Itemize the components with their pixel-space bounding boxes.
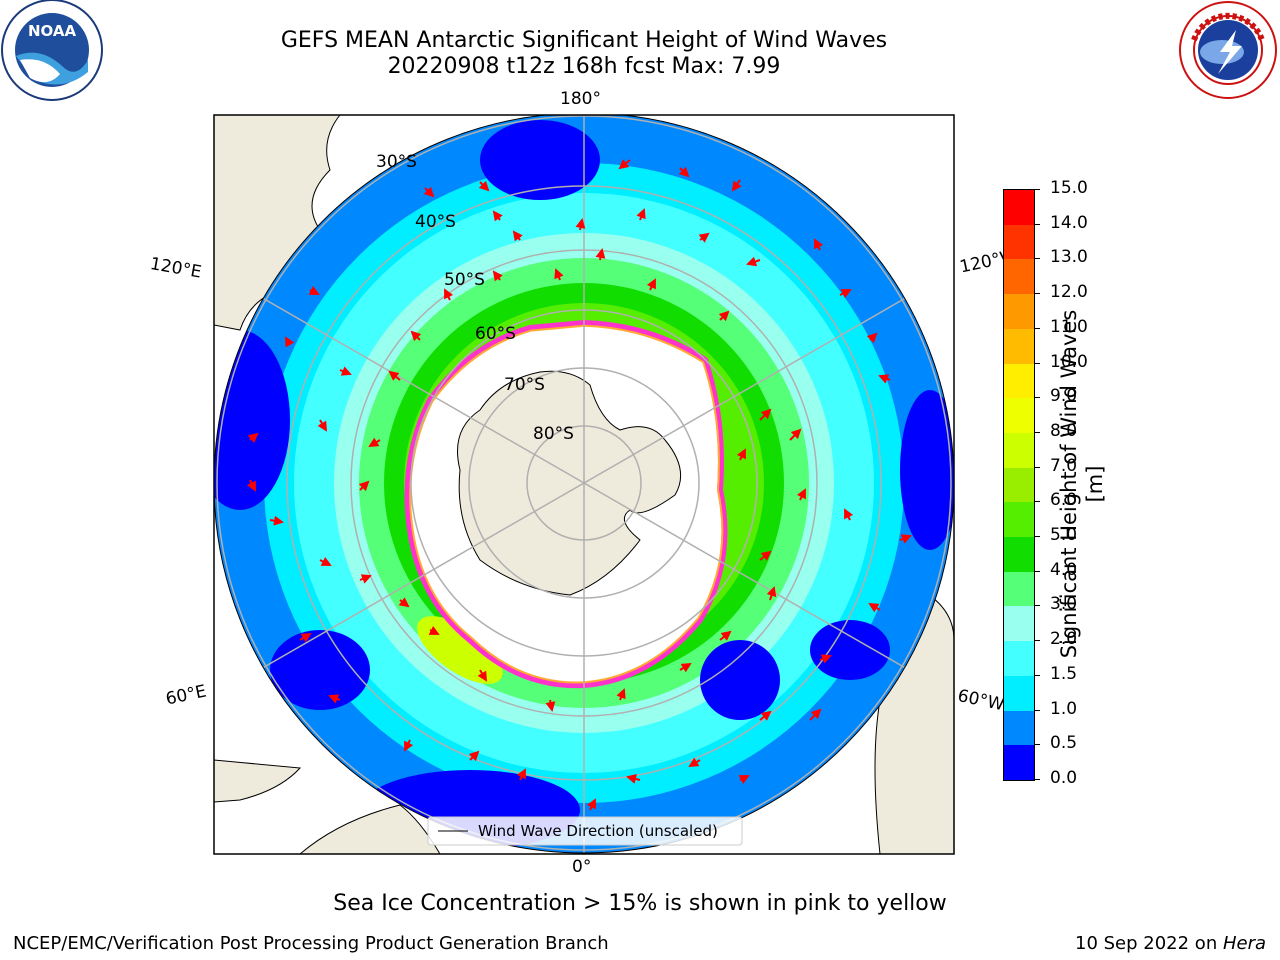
- lon-label-120e: 120°E: [148, 254, 203, 283]
- colorbar-tick-mark: [1034, 293, 1040, 294]
- lat-label-70s: 70°S: [504, 375, 545, 395]
- map-panel: [213, 114, 955, 855]
- colorbar-tick-label: 0.0: [1050, 768, 1078, 788]
- colorbar-segment: [1004, 224, 1034, 260]
- legend-label: Wind Wave Direction (unscaled): [478, 822, 718, 840]
- colorbar-tick-label: 9.0: [1050, 386, 1078, 406]
- machine-name: Hera: [1222, 933, 1266, 954]
- colorbar-tick-mark: [1034, 467, 1040, 468]
- lat-label-80s: 80°S: [533, 424, 574, 444]
- lat-label-50s: 50°S: [444, 270, 485, 290]
- colorbar-segment: [1004, 641, 1034, 676]
- colorbar-segment: [1004, 328, 1034, 364]
- colorbar-segment: [1004, 537, 1034, 572]
- colorbar-segment: [1004, 259, 1034, 295]
- lon-label-60w: 60°W: [955, 686, 1006, 716]
- colorbar-tick-mark: [1034, 189, 1040, 190]
- colorbar-tick-mark: [1034, 536, 1040, 537]
- date-text: 10 Sep 2022 on Hera: [1075, 933, 1266, 954]
- colorbar-segment: [1004, 710, 1034, 746]
- colorbar-ticks: 15.0 14.0 13.0 12.0 11.0 10.0 9.0 8.0 7.0 6.0 5.0 4…: [1034, 180, 1094, 787]
- colorbar-tick-mark: [1034, 363, 1040, 364]
- colorbar-tick-label: 4.0: [1050, 560, 1078, 580]
- colorbar-tick-mark: [1034, 744, 1040, 745]
- colorbar-tick-mark: [1034, 571, 1040, 572]
- colorbar-tick-label: 3.0: [1050, 594, 1078, 614]
- colorbar-segment: [1004, 502, 1034, 538]
- colorbar-segment: [1004, 571, 1034, 607]
- colorbar-tick-mark: [1034, 779, 1040, 780]
- colorbar-tick-mark: [1034, 432, 1040, 433]
- land-antarctica: [457, 370, 682, 596]
- lat-label-30s: 30°S: [376, 152, 417, 172]
- map-subtitle: 20220908 t12z 168h fcst Max: 7.99: [387, 54, 781, 79]
- colorbar-tick-label: 7.0: [1050, 456, 1078, 476]
- colorbar-segment: [1004, 363, 1034, 399]
- colorbar-tick-label: 5.0: [1050, 525, 1078, 545]
- colorbar-segment: [1004, 294, 1034, 329]
- colorbar-tick-mark: [1034, 675, 1040, 676]
- colorbar-tick-label: 8.0: [1050, 421, 1078, 441]
- noaa-logo: NOAA: [0, 0, 104, 104]
- sea-ice-note: Sea Ice Concentration > 15% is shown in …: [333, 891, 947, 916]
- lat-label-60s: 60°S: [475, 324, 516, 344]
- colorbar-segment: [1004, 606, 1034, 642]
- land-africa-corner: [214, 759, 302, 803]
- lat-label-40s: 40°S: [415, 212, 456, 232]
- date-label: 10 Sep 2022 on: [1075, 933, 1223, 954]
- colorbar-segment: [1004, 398, 1034, 433]
- lon-label-60e: 60°E: [164, 681, 209, 710]
- colorbar-label: Significant Height of Wind Waves [m]: [1057, 309, 1107, 659]
- noaa-logo-text: NOAA: [28, 22, 77, 40]
- colorbar-segment: [1004, 467, 1034, 503]
- nws-logo: [1176, 0, 1280, 100]
- colorbar-tick-mark: [1034, 258, 1040, 259]
- colorbar-tick-mark: [1034, 501, 1040, 502]
- colorbar-tick-label: 15.0: [1050, 178, 1088, 198]
- colorbar-segment: [1004, 675, 1034, 711]
- lon-label-0: 0°: [572, 857, 592, 877]
- colorbar-segment: [1004, 190, 1034, 225]
- colorbar-tick-mark: [1034, 710, 1040, 711]
- colorbar-tick-mark: [1034, 224, 1040, 225]
- map-title: GEFS MEAN Antarctic Significant Height o…: [280, 28, 888, 53]
- colorbar-tick-label: 2.0: [1050, 629, 1078, 649]
- colorbar-tick-label: 14.0: [1050, 213, 1088, 233]
- colorbar-segment: [1004, 432, 1034, 468]
- wind-arrows: [246, 159, 912, 811]
- colorbar-tick-mark: [1034, 397, 1040, 398]
- colorbar: [1003, 189, 1035, 781]
- colorbar-tick-label: 12.0: [1050, 282, 1088, 302]
- colorbar-tick-mark: [1034, 605, 1040, 606]
- colorbar-tick-label: 0.5: [1050, 733, 1078, 753]
- colorbar-tick-label: 1.5: [1050, 664, 1078, 684]
- colorbar-tick-label: 6.0: [1050, 490, 1078, 510]
- colorbar-tick-mark: [1034, 640, 1040, 641]
- colorbar-tick-label: 13.0: [1050, 247, 1088, 267]
- credit-text: NCEP/EMC/Verification Post Processing Pr…: [13, 933, 609, 954]
- colorbar-tick-mark: [1034, 328, 1040, 329]
- lon-label-180: 180°: [560, 89, 601, 109]
- colorbar-tick-label: 1.0: [1050, 699, 1078, 719]
- colorbar-segment: [1004, 745, 1034, 780]
- colorbar-tick-label: 11.0: [1050, 317, 1088, 337]
- colorbar-tick-label: 10.0: [1050, 352, 1088, 372]
